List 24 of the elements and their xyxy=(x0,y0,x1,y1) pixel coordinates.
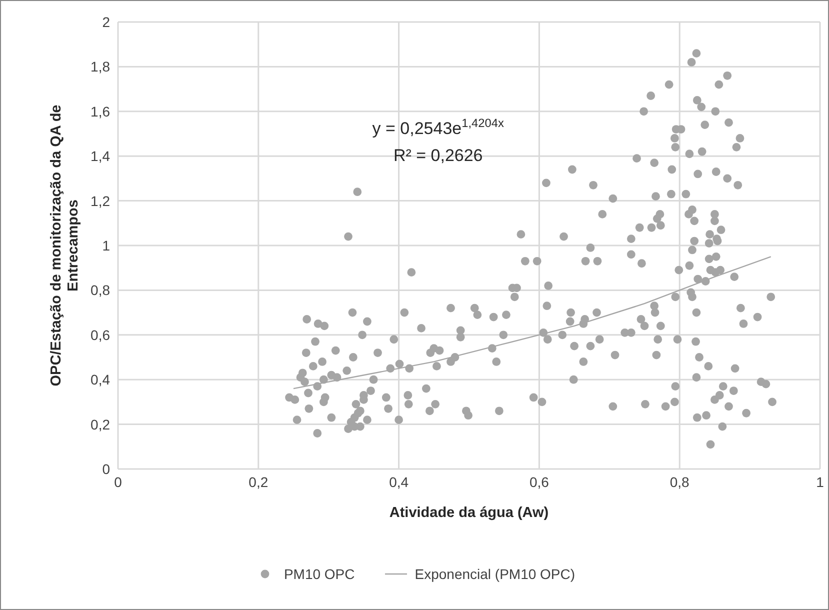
y-tick-label: 1,2 xyxy=(90,192,110,209)
y-tick-label: 0,4 xyxy=(90,372,110,388)
x-tick-label: 0,8 xyxy=(670,474,690,490)
legend-label: Exponencial (PM10 OPC) xyxy=(414,566,576,582)
legend-label: PM10 OPC xyxy=(284,566,355,582)
x-tick-label: 0 xyxy=(114,474,122,490)
annotation: R² = 0,2626 xyxy=(393,146,483,165)
y-tick-label: 1,4 xyxy=(90,148,110,164)
x-tick-label: 0,4 xyxy=(389,474,409,490)
x-tick-label: 0,2 xyxy=(248,474,268,490)
line-series xyxy=(292,256,772,390)
x-tick-label: 1 xyxy=(816,474,824,490)
y-axis-title: OPC/Estação de monitorização da QA de Entrecampos xyxy=(48,104,82,386)
y-tick-label: 1 xyxy=(102,237,110,254)
x-tick-label: 0,6 xyxy=(529,474,550,490)
annotation: y = 0,2543e$^{1,4204x}$ xyxy=(372,116,504,138)
y-tick-label: 0,8 xyxy=(90,282,110,298)
y-tick-label: 0,2 xyxy=(90,416,110,432)
x-axis-title: Atividade da água (Aw) xyxy=(389,505,549,521)
y-tick-label: 0 xyxy=(102,460,110,477)
y-tick-label: 0,6 xyxy=(90,326,110,343)
y-tick-label: 2 xyxy=(102,14,110,30)
y-tick-label: 1,6 xyxy=(90,103,110,120)
y-tick-label: 1,8 xyxy=(90,58,110,75)
